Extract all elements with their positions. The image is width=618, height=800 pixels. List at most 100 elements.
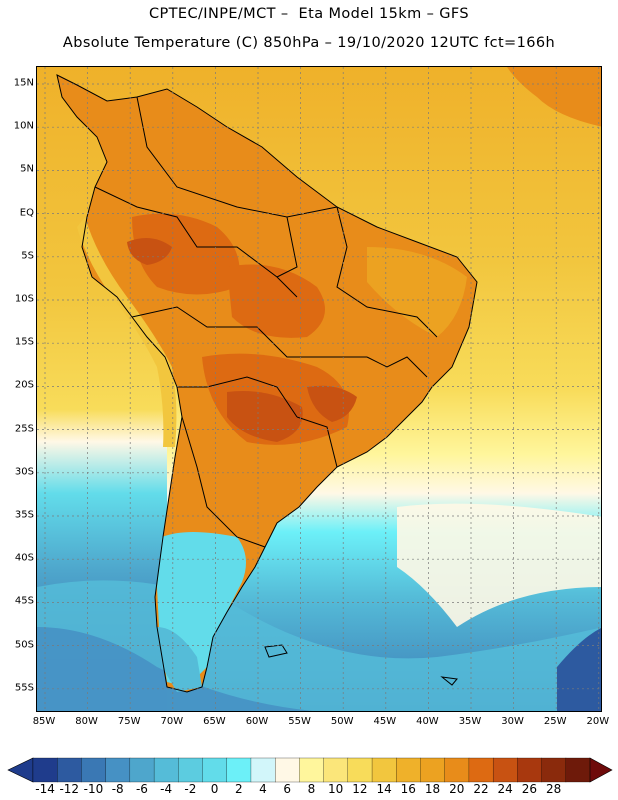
coldest-corner (557, 628, 601, 711)
warm-corner (507, 67, 601, 127)
colorbar-label: -12 (59, 782, 80, 796)
colorbar-label: 10 (328, 782, 344, 796)
colorbar-label: 22 (473, 782, 489, 796)
colorbar-swatch (347, 757, 373, 783)
coastline (56, 74, 478, 693)
colorbar-swatch (396, 757, 421, 783)
lon-label: 25W (543, 716, 567, 727)
colorbar-swatch (202, 757, 228, 783)
colorbar-swatch (565, 757, 591, 783)
temperature-map (37, 67, 601, 711)
border-line-6 (181, 416, 266, 548)
colorbar-swatch (371, 757, 397, 783)
colorbar-label: 6 (283, 782, 292, 796)
lat-label: 5N (20, 163, 34, 175)
colorbar-label: -10 (83, 782, 104, 796)
lat-label: 25S (14, 423, 34, 435)
lon-label: 20W (586, 716, 610, 727)
colorbar-label: 8 (307, 782, 316, 796)
colorbar-label: -14 (35, 782, 55, 796)
lat-label: 5S (21, 250, 34, 262)
lat-label: 10N (13, 120, 34, 132)
lon-label: 75W (117, 716, 141, 727)
map-title-line-1: CPTEC/INPE/MCT – Eta Model 15km – GFS (148, 6, 470, 22)
colorbar-label: 26 (521, 782, 538, 796)
colorbar-label: 12 (352, 782, 368, 796)
hot-zone-amazon (132, 213, 240, 295)
map-title-line-2: Absolute Temperature (C) 850hPa – 19/10/… (62, 35, 556, 51)
lon-label: 70W (160, 716, 184, 727)
colder-south-zone (37, 627, 313, 711)
colorbar-label: 14 (376, 782, 392, 796)
graticule (37, 67, 601, 711)
colorbar-swatch (57, 757, 82, 783)
lat-label: 30S (14, 466, 34, 478)
colorbar-max-arrow (589, 757, 613, 783)
colorbar-label: 0 (210, 782, 219, 796)
lat-label: 35S (14, 509, 34, 521)
lat-label: 10S (14, 293, 34, 305)
colorbar-swatch (420, 757, 446, 783)
colorbar-label: -8 (111, 782, 124, 796)
colorbar-min-arrow (7, 757, 34, 783)
map-panel[interactable] (36, 66, 602, 712)
lon-label: 60W (245, 716, 269, 727)
colorbar-swatch (129, 757, 155, 783)
south-georgia (440, 676, 458, 686)
border-line-7 (336, 206, 438, 338)
border-line-1 (136, 96, 338, 218)
lon-label: 80W (75, 716, 98, 727)
lat-label: 45S (14, 595, 34, 607)
lat-label: 40S (14, 552, 34, 564)
colorbar-label: -6 (135, 782, 148, 796)
colorbar-swatch (226, 757, 252, 783)
colorbar-label: 4 (259, 782, 267, 796)
colorbar-label: 16 (400, 782, 416, 796)
colorbar-swatch (153, 757, 179, 783)
colorbar-swatch (468, 757, 494, 783)
lat-label: 15S (14, 336, 34, 348)
lon-label: 50W (330, 716, 354, 727)
border-line-9 (366, 356, 428, 378)
border-line-5 (296, 416, 338, 468)
colorbar-swatch (81, 757, 107, 783)
lat-label: EQ (19, 207, 34, 219)
lat-label: 50S (14, 639, 34, 651)
colorbar-swatch (444, 757, 470, 783)
colorbar-swatch (105, 757, 131, 783)
mild-ne-zone (367, 247, 467, 337)
colorbar-label: 28 (545, 782, 562, 796)
border-line-8 (276, 216, 298, 278)
lat-label: 20S (14, 379, 34, 391)
colorbar-swatch (323, 757, 349, 783)
pale-south-zone (397, 503, 601, 627)
falklands (264, 644, 288, 658)
lon-label: 65W (203, 716, 226, 727)
lat-label: 55S (14, 682, 34, 694)
lon-label: 85W (32, 716, 56, 727)
patagonia-cold (157, 627, 202, 692)
colorbar-label: 2 (234, 782, 243, 796)
lon-label: 30W (501, 716, 524, 727)
lon-label: 35W (458, 716, 482, 727)
hot-zone-north (127, 238, 172, 265)
color-scale-bar (7, 757, 613, 783)
colorbar-swatch (299, 757, 325, 783)
colorbar-swatch (492, 757, 518, 783)
colorbar-swatch (541, 757, 567, 783)
border-line-3 (131, 306, 367, 358)
colorbar-swatch (178, 757, 203, 783)
lon-label: 45W (373, 716, 397, 727)
hottest-zone-2 (307, 385, 357, 422)
colorbar-label: -4 (160, 782, 173, 796)
colorbar-swatch (275, 757, 300, 783)
colorbar-label: 24 (497, 782, 513, 796)
colorbar-label: 18 (424, 782, 441, 796)
border-line-4 (177, 376, 298, 418)
colorbar-label: 20 (449, 782, 465, 796)
colorbar-label: -2 (184, 782, 197, 796)
lon-label: 40W (416, 716, 439, 727)
colorbar-swatch (32, 757, 58, 783)
colorbar-swatch (517, 757, 543, 783)
andes-strip (77, 217, 177, 447)
